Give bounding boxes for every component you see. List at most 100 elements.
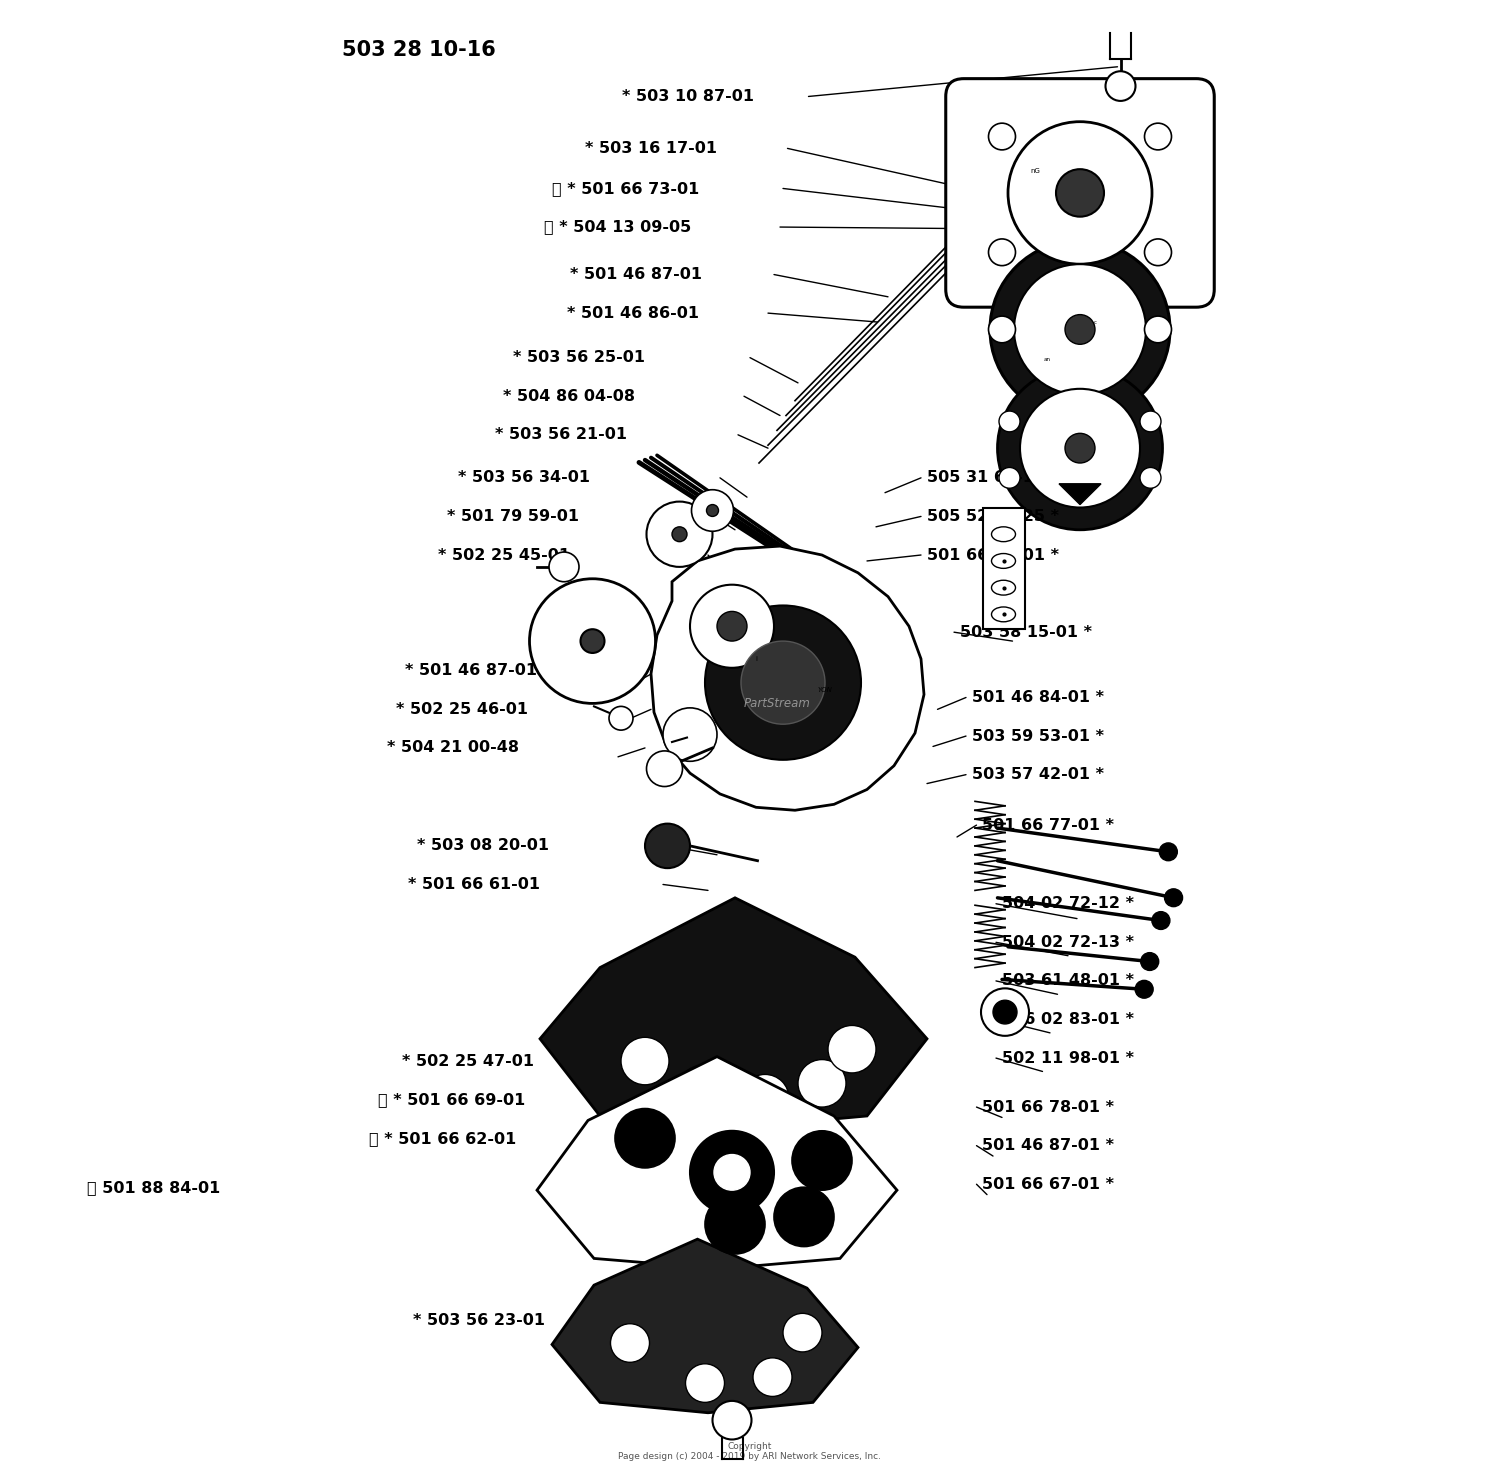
Text: 504 02 72-12 *: 504 02 72-12 * bbox=[1002, 896, 1134, 911]
Circle shape bbox=[753, 1358, 792, 1396]
Text: 504 02 72-13 *: 504 02 72-13 * bbox=[1002, 935, 1134, 950]
Circle shape bbox=[741, 641, 825, 724]
Circle shape bbox=[774, 1187, 834, 1247]
Circle shape bbox=[1106, 71, 1136, 101]
Text: 501 66 78-01 *: 501 66 78-01 * bbox=[982, 1100, 1114, 1114]
Text: i: i bbox=[754, 656, 758, 662]
Circle shape bbox=[530, 579, 656, 703]
Text: 503 58 15-01 *: 503 58 15-01 * bbox=[960, 625, 1092, 640]
Text: ⓘ * 504 13 09-05: ⓘ * 504 13 09-05 bbox=[544, 220, 692, 234]
Text: * 502 25 47-01: * 502 25 47-01 bbox=[402, 1054, 534, 1068]
Circle shape bbox=[1152, 911, 1170, 929]
Text: * 501 46 87-01: * 501 46 87-01 bbox=[570, 267, 702, 282]
Circle shape bbox=[1020, 389, 1140, 508]
Text: 502 11 98-01 *: 502 11 98-01 * bbox=[1002, 1051, 1134, 1066]
Circle shape bbox=[717, 611, 747, 641]
Circle shape bbox=[686, 1364, 724, 1402]
Text: * 501 66 61-01: * 501 66 61-01 bbox=[408, 877, 540, 892]
Text: 506 02 83-01 *: 506 02 83-01 * bbox=[1002, 1012, 1134, 1027]
Ellipse shape bbox=[992, 607, 1016, 622]
Circle shape bbox=[988, 316, 1016, 343]
Polygon shape bbox=[1059, 484, 1101, 505]
Circle shape bbox=[1144, 316, 1172, 343]
Text: * 504 21 00-48: * 504 21 00-48 bbox=[387, 741, 519, 755]
Text: ⓘ * 501 66 62-01: ⓘ * 501 66 62-01 bbox=[369, 1131, 516, 1146]
Circle shape bbox=[712, 1401, 752, 1439]
Text: * 504 86 04-08: * 504 86 04-08 bbox=[503, 389, 634, 404]
Circle shape bbox=[690, 585, 774, 668]
Text: * 503 10 87-01: * 503 10 87-01 bbox=[622, 89, 754, 104]
Circle shape bbox=[690, 1131, 774, 1214]
Text: PartStream: PartStream bbox=[744, 697, 810, 709]
Circle shape bbox=[1144, 123, 1172, 150]
Text: 503 28 10-16: 503 28 10-16 bbox=[342, 40, 495, 61]
Text: * 501 79 59-01: * 501 79 59-01 bbox=[447, 509, 579, 524]
Text: ⓘ * 501 66 69-01: ⓘ * 501 66 69-01 bbox=[378, 1092, 525, 1107]
Text: 505 31 67-17 *: 505 31 67-17 * bbox=[927, 470, 1059, 485]
Circle shape bbox=[998, 367, 1162, 530]
Text: Copyright
Page design (c) 2004 - 2019 by ARI Network Services, Inc.: Copyright Page design (c) 2004 - 2019 by… bbox=[618, 1441, 882, 1462]
Circle shape bbox=[692, 490, 734, 531]
Circle shape bbox=[663, 708, 717, 761]
Text: ⓘ 501 88 84-01: ⓘ 501 88 84-01 bbox=[87, 1180, 220, 1195]
Circle shape bbox=[1136, 981, 1154, 999]
Circle shape bbox=[1056, 169, 1104, 217]
FancyBboxPatch shape bbox=[945, 79, 1214, 307]
Circle shape bbox=[1140, 467, 1161, 488]
Text: * 503 56 34-01: * 503 56 34-01 bbox=[458, 470, 590, 485]
Circle shape bbox=[646, 751, 682, 787]
Text: 501 66 67-01 *: 501 66 67-01 * bbox=[982, 1177, 1114, 1192]
Circle shape bbox=[783, 1313, 822, 1352]
Circle shape bbox=[1144, 239, 1172, 266]
Circle shape bbox=[1065, 433, 1095, 463]
Text: 501 66 77-01 *: 501 66 77-01 * bbox=[982, 818, 1114, 833]
Circle shape bbox=[1014, 264, 1146, 395]
Circle shape bbox=[1164, 889, 1182, 907]
Text: * 503 16 17-01: * 503 16 17-01 bbox=[585, 141, 717, 156]
Ellipse shape bbox=[992, 554, 1016, 568]
Circle shape bbox=[672, 527, 687, 542]
Text: * 502 25 46-01: * 502 25 46-01 bbox=[396, 702, 528, 717]
Text: * 501 46 86-01: * 501 46 86-01 bbox=[567, 306, 699, 321]
Ellipse shape bbox=[992, 580, 1016, 595]
Circle shape bbox=[792, 1131, 852, 1190]
Text: ⓘ * 501 66 73-01: ⓘ * 501 66 73-01 bbox=[552, 181, 699, 196]
Text: YON: YON bbox=[818, 687, 833, 693]
Circle shape bbox=[706, 505, 718, 516]
Text: 505 52 01-25 *: 505 52 01-25 * bbox=[927, 509, 1059, 524]
Circle shape bbox=[678, 1066, 726, 1113]
Circle shape bbox=[580, 629, 604, 653]
Text: 503 57 42-01 *: 503 57 42-01 * bbox=[972, 767, 1104, 782]
Circle shape bbox=[999, 467, 1020, 488]
Circle shape bbox=[1065, 315, 1095, 344]
Circle shape bbox=[621, 1037, 669, 1085]
Circle shape bbox=[798, 1060, 846, 1107]
Circle shape bbox=[990, 240, 1170, 418]
Text: nG: nG bbox=[1030, 168, 1039, 174]
Circle shape bbox=[646, 502, 712, 567]
Circle shape bbox=[610, 1324, 650, 1362]
Text: an: an bbox=[1044, 356, 1050, 362]
Ellipse shape bbox=[992, 527, 1016, 542]
Circle shape bbox=[645, 824, 690, 868]
Circle shape bbox=[1140, 953, 1158, 971]
Text: 501 46 87-01 *: 501 46 87-01 * bbox=[982, 1138, 1114, 1153]
Text: 501 46 84-01 *: 501 46 84-01 * bbox=[972, 690, 1104, 705]
Circle shape bbox=[1160, 843, 1178, 861]
Polygon shape bbox=[540, 898, 927, 1128]
Text: * 503 56 25-01: * 503 56 25-01 bbox=[513, 350, 645, 365]
Circle shape bbox=[1008, 122, 1152, 264]
Circle shape bbox=[999, 411, 1020, 432]
Circle shape bbox=[705, 1195, 765, 1254]
Circle shape bbox=[988, 239, 1016, 266]
Text: * 503 56 23-01: * 503 56 23-01 bbox=[413, 1313, 544, 1328]
Circle shape bbox=[705, 605, 861, 760]
Text: 501 66 83-01 *: 501 66 83-01 * bbox=[927, 548, 1059, 562]
Circle shape bbox=[1140, 411, 1161, 432]
Circle shape bbox=[988, 123, 1016, 150]
Circle shape bbox=[741, 1074, 789, 1122]
Text: * 502 25 45-01: * 502 25 45-01 bbox=[438, 548, 570, 562]
Polygon shape bbox=[552, 1239, 858, 1413]
Text: c: c bbox=[1094, 319, 1096, 325]
Bar bbox=[982, 508, 1024, 629]
